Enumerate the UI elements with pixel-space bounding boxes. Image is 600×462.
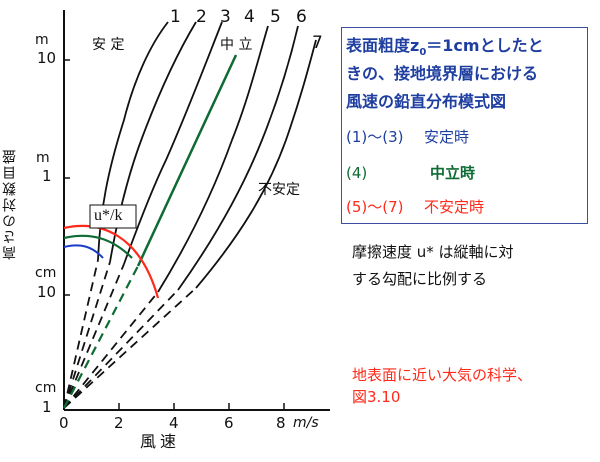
legend-title-b: ＝1cmとしたと <box>426 36 544 55</box>
curve-number-6: 6 <box>296 7 307 27</box>
y-tick-value-cm-1: 1 <box>42 398 52 416</box>
arc-neutral-green <box>63 234 133 259</box>
curve-2-dashed <box>63 261 111 409</box>
curve-4-dashed <box>63 265 139 409</box>
curve-number-2: 2 <box>196 7 207 27</box>
legend-neutral-text: 中立時 <box>430 164 476 182</box>
curve-1-dashed <box>63 259 99 409</box>
curve-7 <box>195 39 317 289</box>
curve-6 <box>177 25 299 291</box>
y-tick-value-m-10: 10 <box>37 49 57 67</box>
legend-title-line2: きの、接地境界層における <box>346 64 539 83</box>
curve-number-3: 3 <box>220 7 231 27</box>
x-tick-label-4: 4 <box>169 414 179 432</box>
region-stable-label: 安 定 <box>92 37 125 53</box>
curve-number-5: 5 <box>270 7 281 27</box>
legend-unstable-text: 不安定時 <box>424 198 485 216</box>
curve-5-dashed <box>63 291 159 409</box>
legend-box: 表面粗度z0＝1cmとしたと きの、接地境界層における 風速の鉛直分布模式図 (… <box>341 27 588 224</box>
x-tick-label-0: 0 <box>59 414 69 432</box>
curve-3 <box>123 21 223 265</box>
curve-number-7: 7 <box>312 33 323 53</box>
arc-stable-blue <box>63 244 104 259</box>
x-unit-label: m/s <box>293 415 319 431</box>
legend-stable-range: (1)～(3) <box>346 128 404 146</box>
region-neutral-label: 中 立 <box>220 37 253 53</box>
friction-note-line1: 摩擦速度 u* は縦軸に対 <box>352 243 514 261</box>
y-tick-unit-cm-1: cm <box>35 380 57 396</box>
legend-stable-text: 安定時 <box>424 128 470 146</box>
curve-3-dashed <box>63 263 125 409</box>
curve-number-4: 4 <box>244 7 255 27</box>
curve-5 <box>157 25 269 293</box>
source-line2: 図3.10 <box>352 388 401 406</box>
legend-title-sub: 0 <box>419 47 427 59</box>
source-line1: 地表面に近い大気の科学、 <box>352 366 533 384</box>
x-tick-label-6: 6 <box>224 414 234 432</box>
arc-unstable-red <box>63 224 160 299</box>
curve-number-1: 1 <box>170 7 181 27</box>
y-tick-unit-m-10: m <box>35 32 49 48</box>
y-tick-value-m-1: 1 <box>42 167 52 185</box>
y-tick-unit-m-1: m <box>36 150 50 166</box>
x-axis-title: 風速 <box>140 432 181 451</box>
legend-title-a: 表面粗度z <box>346 36 420 55</box>
curve-6-dashed <box>63 289 179 409</box>
legend-title-line1: 表面粗度z0＝1cmとしたと <box>346 38 544 58</box>
x-tick-label-8: 8 <box>276 414 286 432</box>
region-unstable-label: 不安定 <box>258 182 300 198</box>
curve-4 <box>136 54 238 267</box>
friction-note-line2: する勾配に比例する <box>352 270 488 288</box>
x-tick-label-2: 2 <box>114 414 124 432</box>
friction-label: u*/k <box>94 207 123 224</box>
y-axis-title: 高さの対数目盛 <box>2 148 18 260</box>
legend-neutral-num: (4) <box>346 164 368 182</box>
friction-label-box <box>89 204 137 229</box>
y-tick-unit-cm-10: cm <box>35 265 57 281</box>
y-tick-value-cm-10: 10 <box>37 283 57 301</box>
legend-title-line3: 風速の鉛直分布模式図 <box>346 92 507 111</box>
legend-unstable-range: (5)～(7) <box>346 198 404 216</box>
